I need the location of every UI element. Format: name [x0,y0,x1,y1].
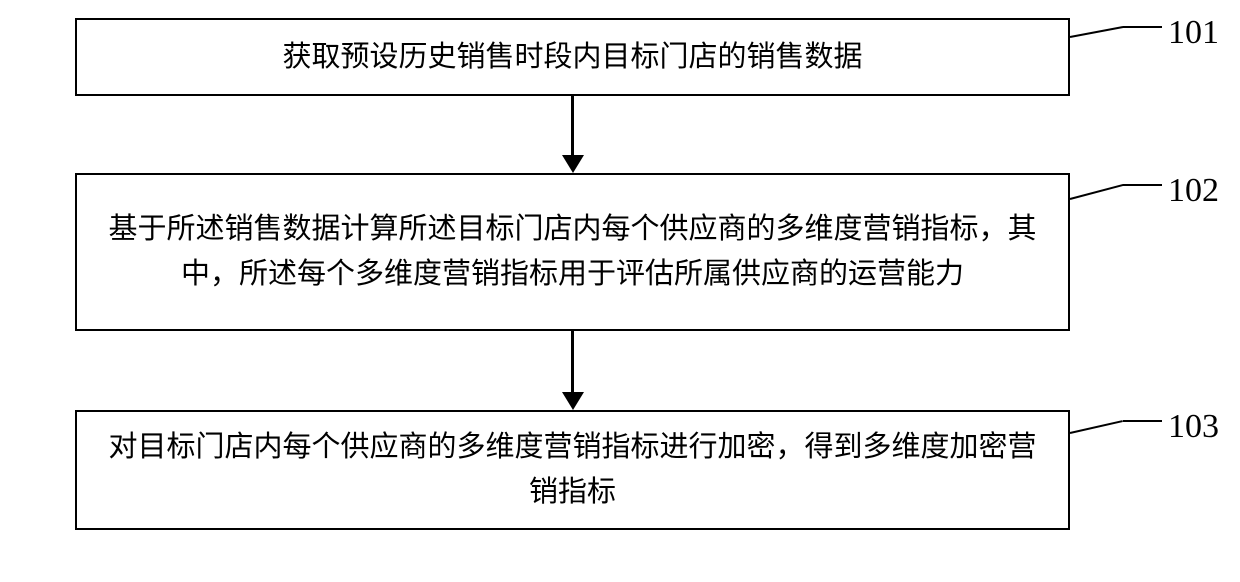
step-number-label: 101 [1168,14,1219,52]
leader-line [1070,184,1124,200]
step-number-label: 103 [1168,408,1219,446]
leader-line [1070,26,1123,38]
flow-box-text: 获取预设历史销售时段内目标门店的销售数据 [282,35,862,80]
step-number-label: 102 [1168,172,1219,210]
flowchart-canvas: 获取预设历史销售时段内目标门店的销售数据基于所述销售数据计算所述目标门店内每个供… [0,0,1240,582]
leader-line [1123,26,1162,28]
arrow-line [571,331,574,392]
flow-box-step2: 基于所述销售数据计算所述目标门店内每个供应商的多维度营销指标，其中，所述每个多维… [75,173,1070,331]
arrow-head-icon [562,392,584,410]
flow-box-step3: 对目标门店内每个供应商的多维度营销指标进行加密，得到多维度加密营销指标 [75,410,1070,530]
arrow-line [571,96,574,155]
leader-line [1070,420,1123,434]
leader-line [1123,420,1162,422]
flow-box-step1: 获取预设历史销售时段内目标门店的销售数据 [75,18,1070,96]
arrow-head-icon [562,155,584,173]
flow-box-text: 基于所述销售数据计算所述目标门店内每个供应商的多维度营销指标，其中，所述每个多维… [105,207,1040,297]
flow-box-text: 对目标门店内每个供应商的多维度营销指标进行加密，得到多维度加密营销指标 [105,425,1040,515]
leader-line [1123,184,1162,186]
